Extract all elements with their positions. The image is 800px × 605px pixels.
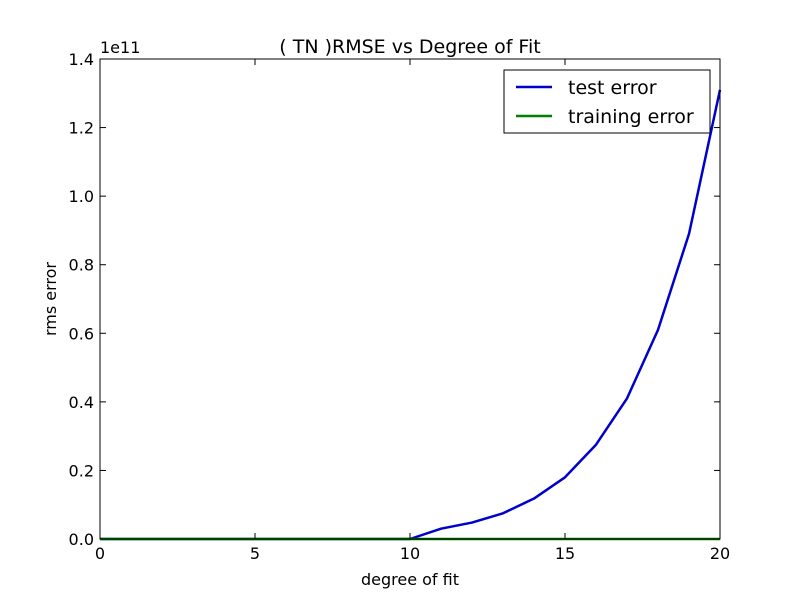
y-tick-label: 0.2 bbox=[69, 461, 94, 480]
x-tick-label: 20 bbox=[710, 544, 730, 563]
legend-box bbox=[503, 69, 711, 134]
x-tick-label: 0 bbox=[95, 544, 105, 563]
y-axis-offset-label: 1e11 bbox=[100, 38, 140, 57]
y-axis-label: rms error bbox=[41, 262, 60, 336]
chart-title: ( TN )RMSE vs Degree of Fit bbox=[279, 36, 540, 58]
y-tick-label: 1.2 bbox=[69, 119, 94, 138]
y-tick-label: 1.0 bbox=[69, 187, 94, 206]
y-tick-label: 0.0 bbox=[69, 530, 94, 549]
legend-label-test-error: test error bbox=[568, 77, 657, 99]
legend-label-training-error: training error bbox=[568, 106, 694, 128]
y-tick-label: 0.8 bbox=[69, 256, 94, 275]
y-tick-label: 1.4 bbox=[69, 50, 94, 69]
x-axis-label: degree of fit bbox=[361, 570, 459, 589]
x-tick-label: 5 bbox=[250, 544, 260, 563]
x-tick-label: 10 bbox=[400, 544, 420, 563]
y-tick-label: 0.6 bbox=[69, 324, 94, 343]
y-tick-label: 0.4 bbox=[69, 393, 94, 412]
x-tick-label: 15 bbox=[555, 544, 575, 563]
series-line-test-error bbox=[100, 89, 722, 541]
